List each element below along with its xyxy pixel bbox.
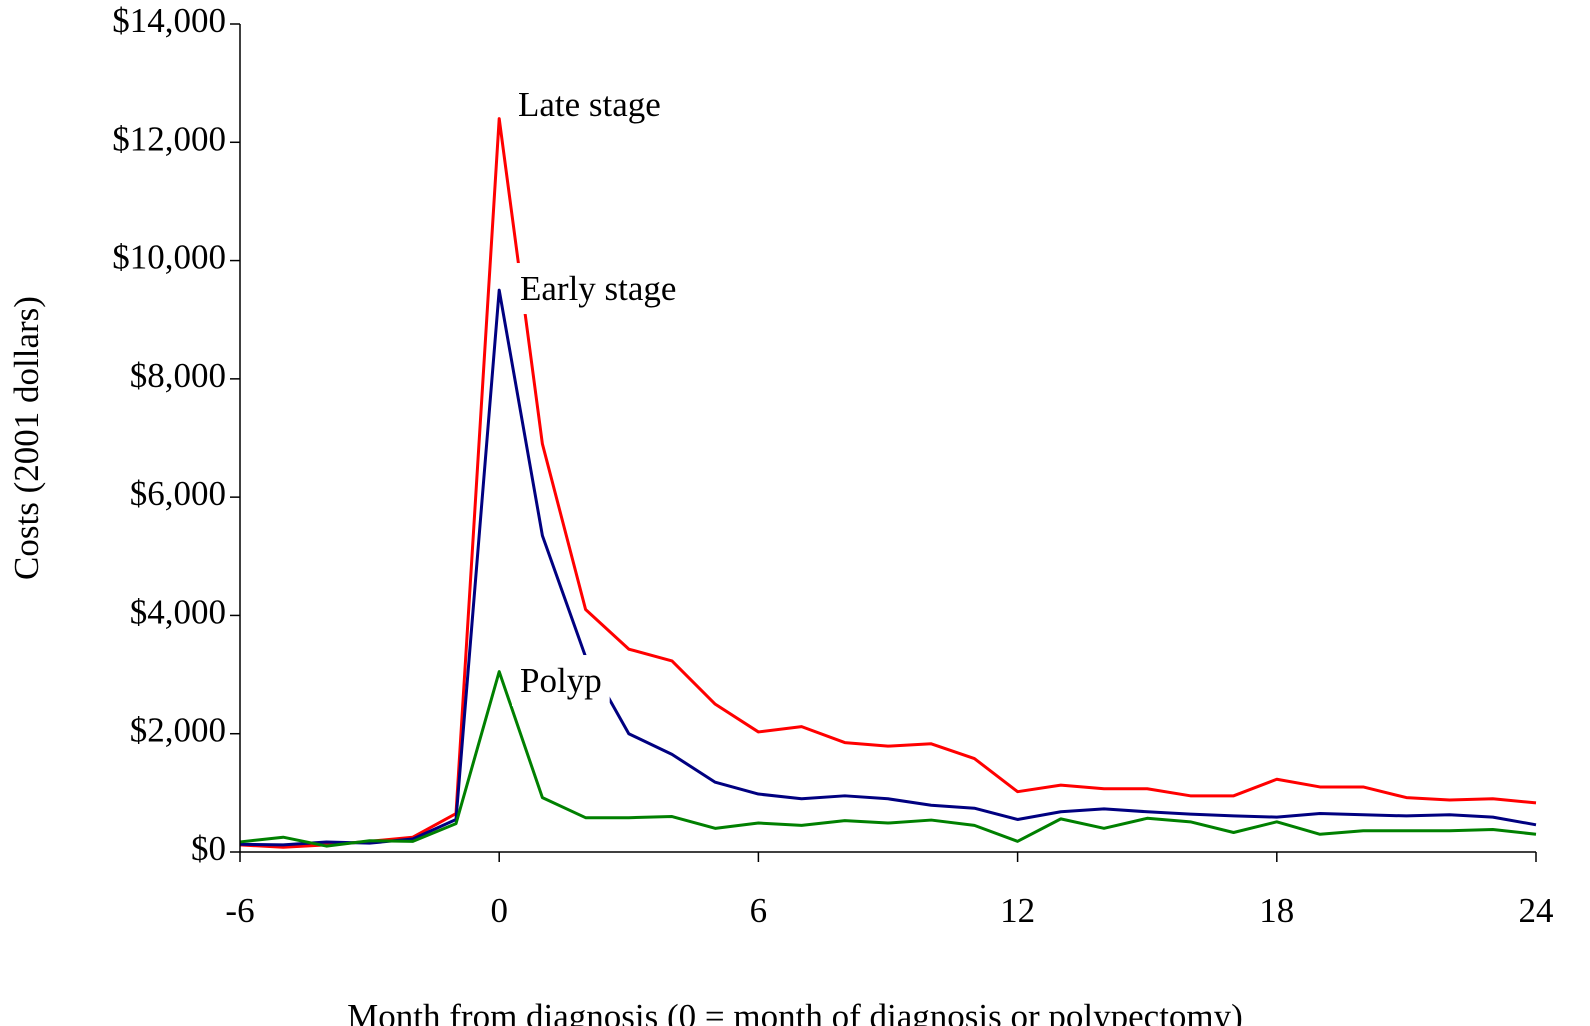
label-background [510, 79, 669, 131]
y-axis-label: Costs (2001 dollars) [7, 296, 46, 580]
y-tick-label: $0 [191, 829, 226, 868]
y-tick-label: $14,000 [112, 1, 226, 40]
x-tick-label: 6 [750, 891, 768, 930]
x-axis-label: Month from diagnosis (0 = month of diagn… [347, 997, 1243, 1026]
series-labels: Late stage Early stage Polyp [510, 79, 685, 707]
series-line [239, 288, 1537, 847]
series-label: Early stage [520, 269, 676, 308]
x-tick-label: 12 [1000, 891, 1035, 930]
axes: $0 $2,000 $4,000 $6,000 $8,000 $10,000 $12,000… [112, 1, 1553, 930]
y-tick-label: $10,000 [112, 238, 226, 277]
series-line [239, 670, 1537, 848]
plot-lines [239, 117, 1537, 849]
x-tick-label: 0 [490, 891, 508, 930]
series-label: Polyp [520, 661, 602, 700]
y-tick-label: $8,000 [130, 356, 226, 395]
y-tick-label: $4,000 [130, 592, 226, 631]
y-tick-label: $2,000 [130, 711, 226, 750]
x-tick-label: -6 [225, 891, 254, 930]
label-background [512, 263, 685, 315]
x-tick-label: 18 [1259, 891, 1294, 930]
y-tick-label: $6,000 [130, 474, 226, 513]
label-background [512, 655, 610, 707]
series-label: Late stage [518, 85, 661, 124]
series-line [239, 117, 1537, 849]
x-tick-label: 24 [1519, 891, 1554, 930]
y-tick-label: $12,000 [112, 119, 226, 158]
